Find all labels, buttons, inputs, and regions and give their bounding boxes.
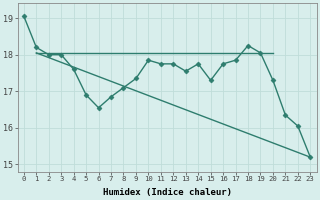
X-axis label: Humidex (Indice chaleur): Humidex (Indice chaleur)	[103, 188, 232, 197]
